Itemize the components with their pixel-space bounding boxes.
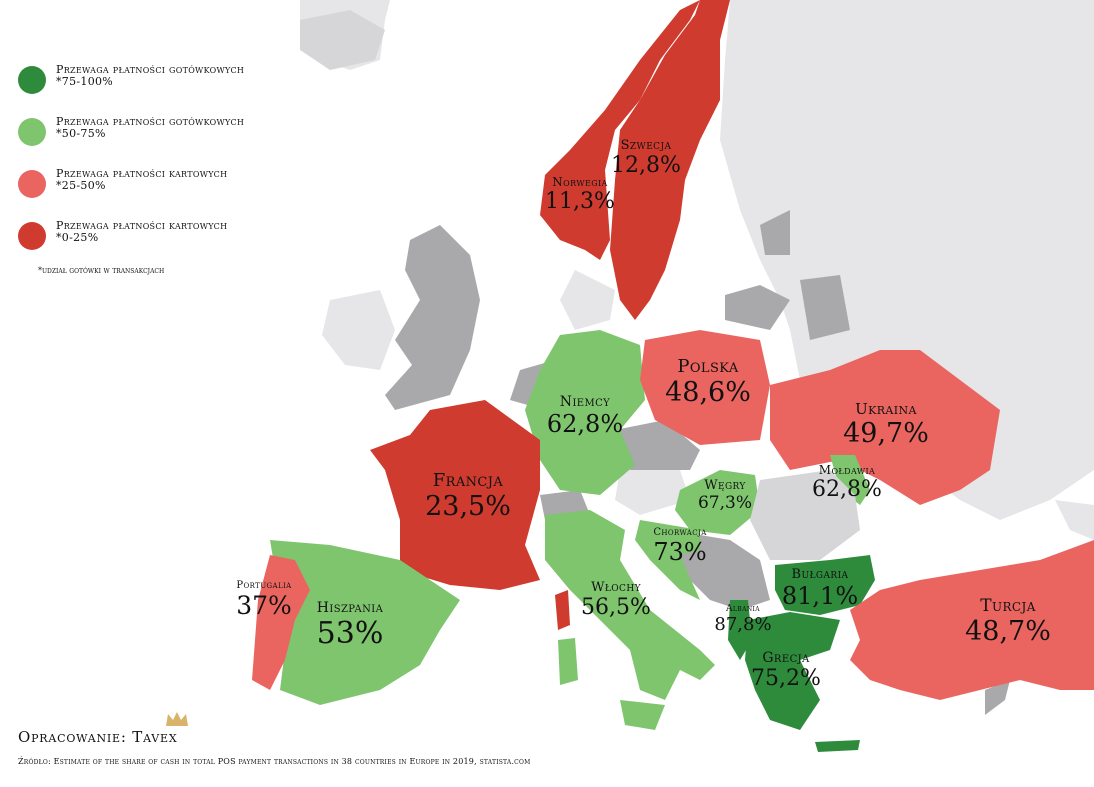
region-poland [640,330,770,445]
legend-swatch [18,222,46,250]
legend-title: Przewaga płatności kartowych [56,167,228,180]
label-ukraine: Ukraina 49,7% [843,400,929,449]
region-france [370,400,540,590]
region-italy [545,510,715,700]
label-germany: Niemcy 62,8% [547,394,623,438]
country-name: Albania [726,604,760,614]
country-name: Turcja [980,596,1036,616]
legend-item: Przewaga płatności kartowych *0-25% [18,218,318,270]
legend-item: Przewaga płatności gotówkowych *75-100% [18,62,318,114]
no-data-iceland [300,10,385,70]
legend-swatch [18,118,46,146]
legend: Przewaga płatności gotówkowych *75-100% P… [18,62,318,270]
country-name: Włochy [591,580,641,595]
country-value: 49,7% [843,418,929,449]
region-ukraine [770,350,1000,505]
country-value: 73% [653,538,707,566]
country-value: 48,6% [665,377,751,408]
country-name: Chorwacja [653,527,707,538]
country-value: 62,8% [812,477,882,502]
region-sardinia [558,638,578,685]
label-turkey: Turcja 48,7% [965,596,1051,647]
country-value: 37% [236,591,292,620]
country-name: Portugalia [236,580,292,591]
legend-swatch [18,170,46,198]
country-value: 23,5% [425,491,511,522]
region-norway [540,0,700,260]
country-name: Grecja [762,650,810,666]
credit-text: Opracowanie: Tavex [18,728,178,746]
label-bulgaria: Bułgaria 81,1% [782,567,858,610]
region-spain [270,540,460,705]
country-value: 62,8% [546,410,624,438]
country-name: Węgry [704,478,746,493]
legend-range: *25-50% [56,179,106,192]
legend-item: Przewaga płatności kartowych *25-50% [18,166,318,218]
country-name: Niemcy [559,394,611,410]
country-name: Mołdawia [818,463,876,477]
country-value: 67,3% [697,493,753,513]
region-sicily [620,700,665,730]
country-value: 56,5% [581,595,651,620]
label-spain: Hiszpania 53% [317,600,384,651]
region-germany [525,330,645,495]
label-france: Francja 23,5% [425,470,511,522]
country-name: Francja [432,470,504,491]
legend-title: Przewaga płatności gotówkowych [56,115,245,128]
label-norway: Norwegia 11,3% [545,175,615,214]
crown-logo [166,712,188,726]
legend-range: *0-25% [56,231,99,244]
label-portugal: Portugalia 37% [236,580,292,620]
country-name: Szwecja [620,138,672,153]
country-name: Norwegia [552,175,608,189]
region-hungary [675,470,760,535]
region-crete [815,740,860,752]
country-name: Hiszpania [316,600,384,616]
country-value: 81,1% [781,582,859,610]
label-albania: Albania 87,8% [714,604,771,635]
label-greece: Grecja 75,2% [751,650,821,691]
country-value: 53% [316,616,384,651]
region-albania [728,600,752,660]
country-value: 11,3% [545,189,615,214]
region-greece [745,612,840,730]
label-croatia: Chorwacja 73% [653,527,706,566]
country-name: Ukraina [855,400,917,418]
legend-title: Przewaga płatności gotówkowych [56,63,245,76]
region-sweden [610,0,730,320]
country-value: 75,2% [751,666,821,691]
region-turkey [850,540,1094,700]
region-croatia [635,520,700,600]
legend-title: Przewaga płatności kartowych [56,219,228,232]
country-name: Bułgaria [791,567,849,582]
region-corsica [555,590,570,630]
no-data-light-regions [300,0,1094,540]
country-value: 12,8% [611,153,681,178]
label-moldova: Mołdawia 62,8% [812,463,882,502]
legend-range: *75-100% [56,75,114,88]
legend-swatch [18,66,46,94]
country-value: 48,7% [965,616,1051,647]
country-value: 87,8% [714,614,772,635]
label-italy: Włochy 56,5% [581,580,651,620]
legend-footnote: *udział gotówki w transakcjach [38,266,165,275]
source-text: Źródło: Estimate of the share of cash in… [18,757,531,766]
legend-item: Przewaga płatności gotówkowych *50-75% [18,114,318,166]
no-data-romania [750,470,860,560]
legend-range: *50-75% [56,127,106,140]
country-name: Polska [677,356,739,377]
label-sweden: Szwecja 12,8% [611,138,681,178]
region-moldova [830,455,870,505]
label-hungary: Węgry 67,3% [698,478,752,513]
region-portugal [252,555,310,690]
no-data-dark-regions [385,210,1010,715]
label-poland: Polska 48,6% [665,356,751,408]
region-bulgaria [775,555,875,615]
